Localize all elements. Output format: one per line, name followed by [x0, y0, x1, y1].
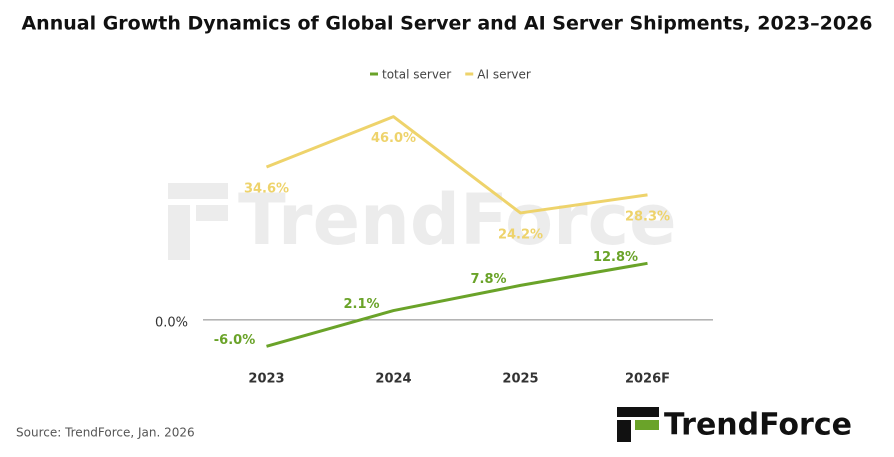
series-line [265, 115, 648, 215]
logo-icon [635, 420, 659, 430]
data-label: 34.6% [244, 182, 289, 197]
x-tick-label: 2024 [375, 372, 411, 387]
logo: TrendForce [617, 407, 852, 443]
legend-label: total server [382, 68, 451, 82]
x-tick-label: 2023 [248, 372, 284, 387]
data-label: 7.8% [470, 272, 506, 287]
watermark-icon [168, 205, 190, 260]
data-label: 46.0% [371, 131, 416, 146]
logo-icon [617, 420, 631, 442]
data-label: 12.8% [593, 250, 638, 265]
legend-label: AI server [477, 68, 531, 82]
data-label: 24.2% [498, 227, 543, 242]
source: Source: TrendForce, Jan. 2026 [16, 426, 195, 440]
x-tick-label: 2025 [502, 372, 538, 387]
watermark-icon [196, 205, 228, 221]
data-label: 2.1% [343, 297, 379, 312]
logo-icon [617, 407, 659, 417]
data-label: -6.0% [214, 333, 255, 348]
watermark: TrendForce [168, 179, 677, 261]
y-tick-label: 0.0% [155, 315, 188, 330]
logo-text: TrendForce [664, 408, 852, 443]
watermark-text: TrendForce [238, 179, 677, 261]
data-label: 28.3% [625, 209, 670, 224]
x-tick-label: 2026F [625, 372, 670, 387]
watermark-icon [168, 183, 228, 199]
series-line [266, 261, 648, 348]
chart-title: Annual Growth Dynamics of Global Server … [21, 13, 872, 35]
